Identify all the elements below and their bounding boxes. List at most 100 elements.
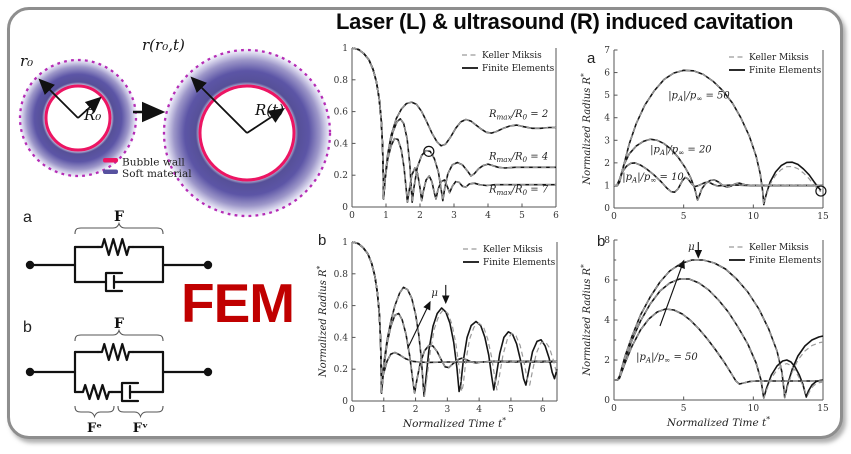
rheological-models: a b F F Fᵉ Fᵛ [23, 209, 213, 436]
model-a-panel-label: a [23, 209, 32, 226]
y-tick-label: 6 [604, 69, 610, 79]
plot-text: μ [431, 288, 438, 299]
series-5-km [351, 47, 556, 203]
y-tick-label: 6 [604, 276, 610, 286]
figure-title: Laser (L) & ultrasound (R) induced cavit… [336, 9, 794, 34]
viscous-part-Fv-label: Fᵛ [133, 421, 149, 436]
plot-text: Normalized Radius R* [579, 264, 593, 377]
plot-text: Normalized Radius R* [579, 73, 593, 186]
initial-bubble: r₀ R₀ [18, 52, 138, 178]
svg-text:Finite Elements: Finite Elements [749, 256, 822, 266]
series-3-km [614, 69, 822, 206]
y-tick-label: 2 [604, 356, 610, 366]
brace-F-a [74, 221, 164, 235]
plot-text: μ [688, 242, 695, 253]
plot-text: Rmax/R0 = 2 [488, 109, 548, 122]
r-r0t-radius-arrow [190, 76, 248, 134]
x-tick-label: 10 [748, 212, 760, 222]
x-tick-label: 5 [681, 404, 687, 414]
deformation-gradient-F-label: F [114, 209, 124, 225]
plot-legend: Keller Miksis Finite Elements [729, 53, 822, 76]
schematic-legend: Bubble wall Soft material [103, 157, 192, 180]
y-tick-label: 0.6 [334, 108, 349, 118]
x-tick-label: 5 [519, 211, 525, 221]
elastic-part-Fe-label: Fᵉ [87, 421, 102, 436]
soft-material-swatch [103, 169, 118, 174]
x-tick-label: 5 [681, 212, 687, 222]
x-tick-label: 0 [349, 405, 355, 415]
highlight-circle-marker [423, 145, 435, 157]
Rt-radius-arrow [246, 108, 286, 134]
y-tick-label: 0.8 [334, 76, 349, 86]
model-a-circuit [28, 237, 210, 293]
brace-Fv [117, 405, 164, 419]
annotation-arrow [407, 300, 431, 349]
soft-material-legend-label: Soft material [122, 168, 192, 180]
R0-radius-arrow [77, 96, 102, 119]
model-b-panel-label: b [23, 319, 32, 336]
y-tick-label: 0 [604, 396, 610, 406]
terminal-node [25, 367, 35, 377]
y-tick-label: 0 [342, 203, 348, 213]
y-tick-label: 0.2 [334, 171, 348, 181]
y-tick-label: 0.6 [334, 302, 349, 312]
svg-text:Finite Elements: Finite Elements [482, 64, 555, 74]
y-tick-label: 2 [604, 159, 610, 169]
deformation-gradient-F-label: F [114, 316, 124, 332]
x-tick-label: 1 [381, 405, 387, 415]
model-b-circuit [28, 342, 210, 403]
Rt-label: R(t) [254, 101, 284, 119]
svg-text:Finite Elements: Finite Elements [749, 66, 822, 76]
y-tick-label: 5 [604, 91, 610, 101]
y-tick-label: 1 [342, 44, 348, 54]
plot-ultrasound-top: 0 5 10 15 0 1 2 3 4 5 6 7 Keller Miksis Finite Elemen… [579, 46, 829, 222]
svg-text:Keller Miksis: Keller Miksis [482, 51, 542, 61]
soft-material-boundary-dashed-circle [162, 48, 332, 218]
axes [613, 239, 824, 401]
series-4-km [614, 278, 824, 399]
expanded-bubble: r(r₀,t) R(t) [142, 36, 332, 218]
x-tick-label: 0 [349, 211, 355, 221]
series-1-fe [614, 138, 823, 201]
panel-label: b [318, 232, 326, 249]
series-1-fe [614, 278, 824, 399]
bubble-wall-swatch [103, 158, 118, 163]
series-4-km [351, 47, 556, 203]
y-tick-label: 4 [604, 316, 610, 326]
series-5-km [351, 241, 557, 394]
spring-icon [96, 342, 135, 362]
r0-radius-arrow [38, 78, 79, 119]
plot-text: |pA|/p∞ = 50 [636, 352, 698, 365]
figure-border-frame [7, 7, 843, 439]
x-tick-label: 2 [417, 211, 423, 221]
x-tick-label: 0 [611, 212, 617, 222]
x-tick-label: 4 [476, 405, 482, 415]
x-tick-label: 6 [540, 405, 546, 415]
plot-laser-bottom: 0 1 2 3 4 5 6 0 0.2 0.4 0.6 0.8 1 Keller Miksis Finite… [315, 232, 558, 430]
x-tick-label: 15 [817, 404, 829, 414]
plot-laser-top: 0 1 2 3 4 5 6 0 0.2 0.4 0.6 0.8 1 Keller Miksis Finite… [334, 44, 559, 221]
plot-text: Rmax/R0 = 4 [488, 151, 548, 164]
annotation-arrow [659, 259, 685, 327]
terminal-node [25, 260, 35, 270]
svg-text:Keller Miksis: Keller Miksis [749, 243, 809, 253]
x-tick-label: 15 [817, 212, 829, 222]
series-4-km [614, 138, 823, 201]
svg-text:Keller Miksis: Keller Miksis [749, 53, 809, 63]
x-tick-label: 4 [485, 211, 491, 221]
plot-text: |pA|/p∞ = 50 [668, 91, 730, 104]
x-tick-label: 3 [444, 405, 450, 415]
y-tick-label: 0.2 [334, 365, 348, 375]
x-tick-label: 10 [748, 404, 760, 414]
svg-text:Keller Miksis: Keller Miksis [483, 245, 543, 255]
r-r0t-label: r(r₀,t) [142, 36, 185, 54]
brace-F-b [74, 328, 164, 342]
series-3-km [351, 47, 556, 200]
x-tick-label: 3 [451, 211, 457, 221]
panel-label: a [587, 50, 596, 67]
panel-label: b [597, 233, 605, 250]
plot-text: |pA|/p∞ = 20 [650, 145, 712, 158]
axes [613, 49, 824, 209]
x-tick-label: 1 [383, 211, 389, 221]
